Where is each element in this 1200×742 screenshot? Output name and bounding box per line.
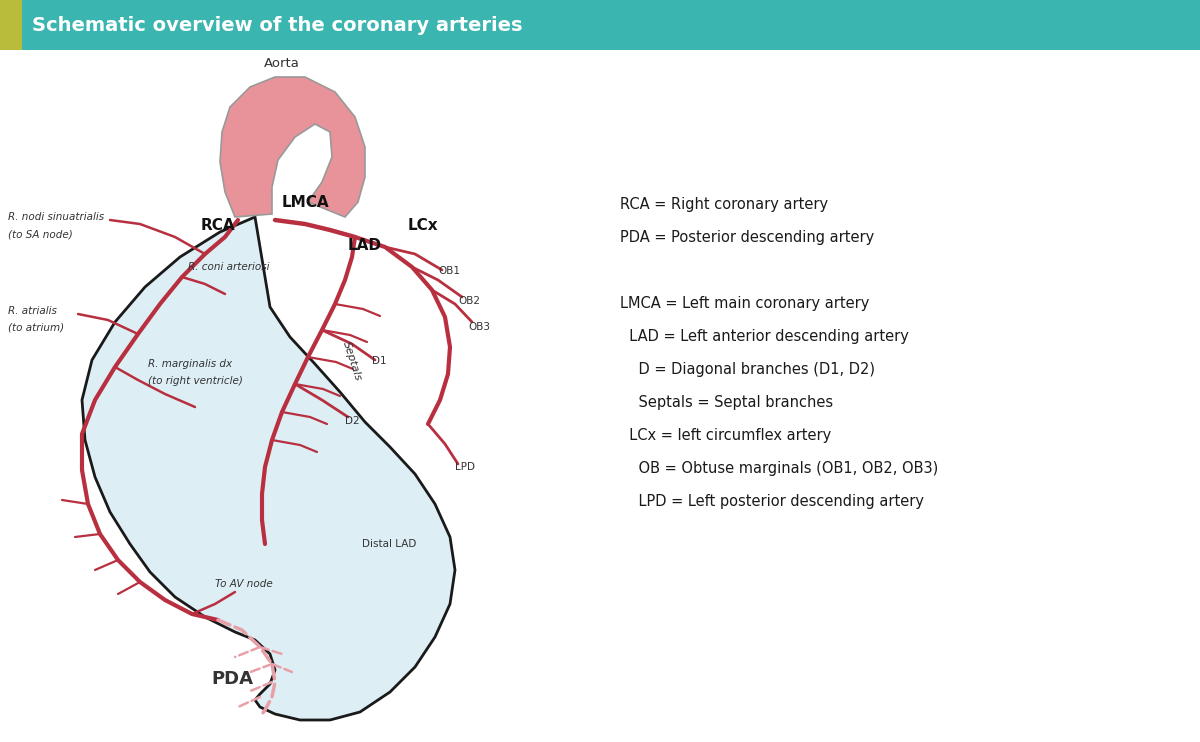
Text: D2: D2: [346, 416, 360, 426]
Polygon shape: [220, 77, 365, 217]
Text: Septals = Septal branches: Septals = Septal branches: [620, 395, 833, 410]
Bar: [0, 0, 22, 50]
Text: (to atrium): (to atrium): [8, 323, 64, 333]
Text: Aorta: Aorta: [264, 57, 300, 70]
Text: RCA: RCA: [200, 218, 235, 233]
Text: OB2: OB2: [458, 296, 480, 306]
Text: D = Diagonal branches (D1, D2): D = Diagonal branches (D1, D2): [620, 361, 875, 376]
Polygon shape: [82, 217, 455, 720]
Text: RCA = Right coronary artery: RCA = Right coronary artery: [620, 197, 828, 211]
Text: Distal LAD: Distal LAD: [362, 539, 416, 549]
Text: LCx = left circumflex artery: LCx = left circumflex artery: [620, 427, 832, 442]
Text: OB = Obtuse marginals (OB1, OB2, OB3): OB = Obtuse marginals (OB1, OB2, OB3): [620, 461, 938, 476]
Text: To AV node: To AV node: [215, 579, 272, 589]
Text: R. atrialis: R. atrialis: [8, 306, 56, 316]
Text: LMCA = Left main coronary artery: LMCA = Left main coronary artery: [620, 295, 869, 310]
Text: Schematic overview of the coronary arteries: Schematic overview of the coronary arter…: [32, 16, 522, 34]
Text: (to SA node): (to SA node): [8, 229, 73, 239]
Text: (to right ventricle): (to right ventricle): [148, 376, 242, 386]
Text: D1: D1: [372, 356, 386, 366]
Text: R. nodi sinuatrialis: R. nodi sinuatrialis: [8, 212, 104, 222]
Text: LPD = Left posterior descending artery: LPD = Left posterior descending artery: [620, 493, 924, 508]
Text: PDA: PDA: [211, 670, 253, 688]
Text: LAD = Left anterior descending artery: LAD = Left anterior descending artery: [620, 329, 908, 344]
Text: LAD: LAD: [348, 238, 382, 253]
Text: OB1: OB1: [438, 266, 460, 276]
Text: LCx: LCx: [408, 218, 439, 233]
Text: R. marginalis dx: R. marginalis dx: [148, 359, 232, 369]
Text: LMCA: LMCA: [282, 195, 330, 210]
Text: LPD: LPD: [455, 462, 475, 472]
Text: PDA = Posterior descending artery: PDA = Posterior descending artery: [620, 229, 875, 245]
Bar: [0, 0, 1200, 50]
Text: Septals: Septals: [341, 340, 364, 382]
Text: R. coni arteriosi: R. coni arteriosi: [188, 262, 270, 272]
Text: OB3: OB3: [468, 322, 490, 332]
